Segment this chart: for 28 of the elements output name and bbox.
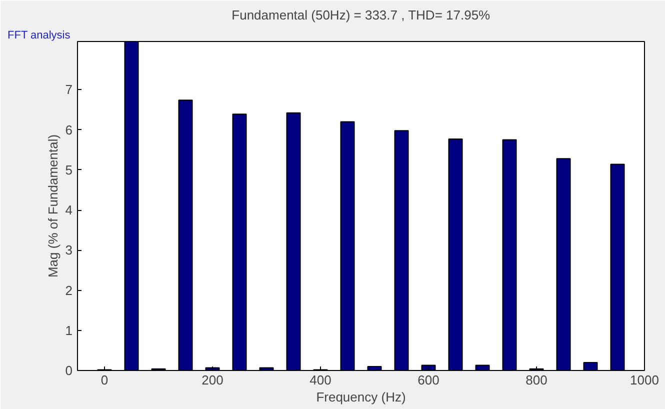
bar [448,138,463,370]
x-tick-label: 400 [310,372,332,388]
x-tick-label: 200 [202,372,224,388]
chart-subtitle: Fundamental (50Hz) = 333.7 , THD= 17.95% [232,8,491,22]
chart-title: FFT analysis [8,30,71,42]
y-tick-label: 3 [65,242,73,258]
bar [394,130,409,370]
bar [178,100,193,370]
y-tick-label: 7 [65,82,73,98]
bar [502,139,517,370]
bar [583,362,598,370]
bar [610,164,625,370]
bar [232,114,247,370]
x-axis-title: Frequency (Hz) [316,390,406,404]
y-tick-label: 1 [65,322,73,338]
x-tick-label: 600 [418,372,440,388]
y-tick-label: 4 [65,202,73,218]
x-tick-label: 1000 [630,372,659,388]
bar [556,158,571,370]
x-tick-label: 0 [100,372,108,388]
y-tick-label: 0 [65,363,73,378]
y-tick-label: 5 [65,162,73,178]
y-axis-title: Mag (% of Fundamental) [45,134,60,278]
bar [340,121,355,370]
bar [286,112,301,370]
x-tick-label: 800 [526,372,548,388]
y-tick-label: 2 [65,282,73,298]
y-tick-label: 6 [65,122,73,138]
